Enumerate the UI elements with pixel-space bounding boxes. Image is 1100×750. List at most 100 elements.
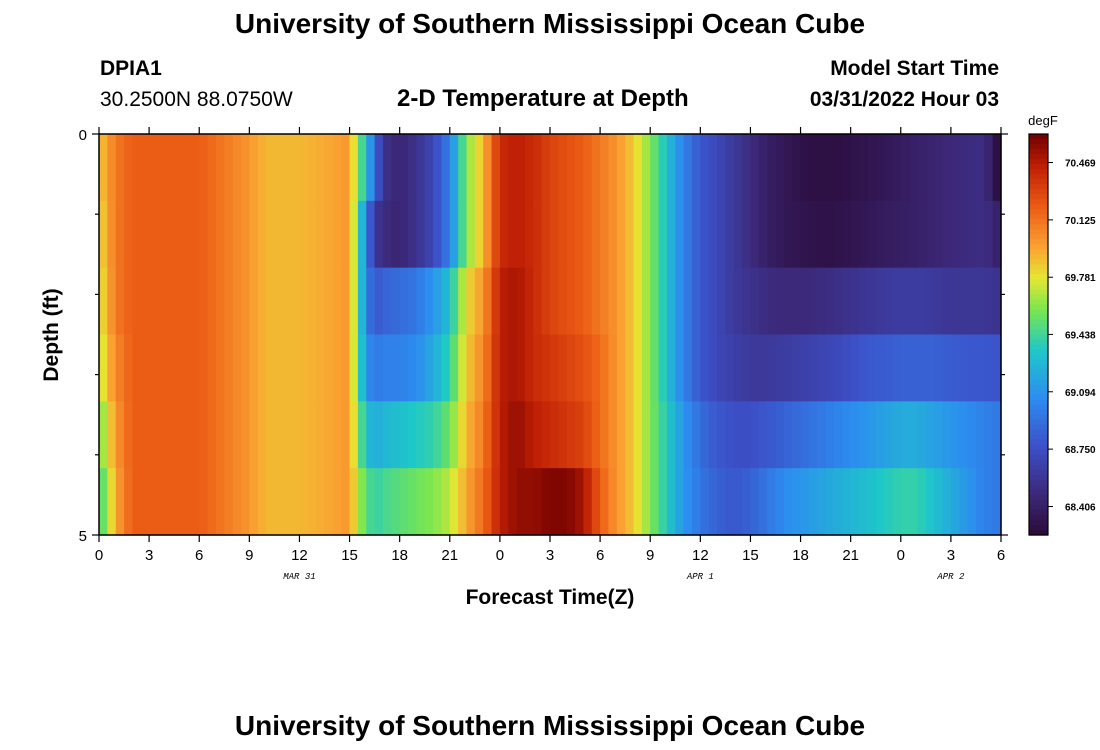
heatmap-cell — [516, 468, 526, 536]
heatmap-cell — [416, 334, 426, 402]
heatmap-cell — [124, 401, 134, 469]
colorbar-segment — [1029, 229, 1048, 235]
heatmap-cell — [708, 401, 718, 469]
heatmap-cell — [767, 334, 777, 402]
footer-title: University of Southern Mississippi Ocean… — [234, 710, 866, 741]
heatmap-cell — [566, 334, 576, 402]
heatmap-cell — [859, 200, 868, 269]
heatmap-cell — [441, 401, 451, 469]
heatmap-cell — [508, 267, 518, 336]
heatmap-cell — [516, 267, 526, 336]
x-tick-label: 15 — [341, 547, 358, 564]
heatmap-cell — [458, 134, 468, 202]
heatmap-cell — [324, 200, 334, 269]
heatmap-cell — [792, 401, 802, 469]
heatmap-cell — [408, 334, 417, 402]
heatmap-cell — [800, 468, 810, 536]
heatmap-cell — [140, 267, 150, 336]
heatmap-cell — [666, 334, 676, 402]
heatmap-cell — [583, 200, 593, 269]
heatmap-cell — [257, 334, 267, 402]
heatmap-cell — [215, 134, 225, 202]
heatmap-cell — [708, 334, 718, 402]
heatmap-cell — [391, 134, 401, 202]
heatmap-cell — [859, 468, 868, 536]
heatmap-cell — [633, 468, 643, 536]
heatmap-cell — [499, 267, 509, 336]
colorbar-segment — [1029, 499, 1048, 506]
heatmap-cell — [149, 468, 159, 536]
heatmap-cell — [115, 334, 125, 402]
station-coords: 30.2500N 88.0750W — [100, 88, 293, 111]
heatmap-cell — [449, 401, 459, 469]
colorbar-segment — [1029, 189, 1048, 195]
heatmap-cell — [792, 334, 802, 402]
heatmap-cell — [341, 267, 351, 336]
heatmap-cell — [324, 401, 334, 469]
heatmap-cell — [324, 267, 334, 336]
heatmap-cell — [675, 401, 685, 469]
heatmap-cell — [616, 200, 626, 269]
heatmap-cell — [441, 334, 451, 402]
heatmap-cell — [483, 334, 493, 402]
heatmap-cell — [700, 267, 710, 336]
heatmap-cell — [950, 401, 960, 469]
x-tick-label: 9 — [245, 547, 253, 564]
heatmap-cell — [733, 334, 743, 402]
heatmap-cell — [207, 134, 217, 202]
heatmap-cell — [783, 134, 793, 202]
heatmap-cell — [583, 134, 593, 202]
heatmap-cell — [666, 468, 676, 536]
heatmap-cell — [750, 200, 760, 269]
heatmap-cell — [800, 134, 810, 202]
heatmap-cell — [666, 134, 676, 202]
heatmap-cell — [424, 134, 434, 202]
heatmap-cell — [833, 267, 843, 336]
heatmap-cell — [808, 401, 818, 469]
colorbar-segment — [1029, 319, 1048, 326]
heatmap-cell — [833, 134, 843, 202]
heatmap-cell — [917, 134, 927, 202]
heatmap-cell — [658, 401, 668, 469]
colorbar-segment — [1029, 139, 1048, 145]
heatmap-cell — [950, 334, 960, 402]
heatmap-cell — [808, 267, 818, 336]
heatmap-cell — [867, 134, 877, 202]
heatmap-cells — [99, 134, 1002, 536]
page-title: University of Southern Mississippi Ocean… — [234, 8, 866, 39]
heatmap-cell — [675, 334, 685, 402]
heatmap-cell — [691, 134, 701, 202]
heatmap-cell — [316, 468, 326, 536]
colorbar-segment — [1029, 194, 1048, 200]
heatmap-cell — [691, 200, 701, 269]
colorbar-segment — [1029, 469, 1048, 476]
heatmap-cell — [984, 468, 994, 536]
heatmap-cell — [917, 334, 927, 402]
model-start-label: Model Start Time — [830, 57, 999, 80]
heatmap-cell — [408, 468, 417, 536]
heatmap-cell — [992, 134, 1002, 202]
heatmap-cell — [909, 267, 919, 336]
heatmap-cell — [349, 401, 359, 469]
heatmap-cell — [466, 468, 476, 536]
colorbar-segment — [1029, 369, 1048, 376]
colorbar-label: 69.438 — [1065, 330, 1096, 341]
heatmap-cell — [892, 468, 902, 536]
heatmap-cell — [800, 401, 810, 469]
heatmap-cell — [867, 267, 877, 336]
heatmap-cell — [558, 334, 568, 402]
x-tick-label: 0 — [897, 547, 905, 564]
heatmap-cell — [399, 401, 409, 469]
heatmap-cell — [550, 134, 559, 202]
heatmap-cell — [591, 468, 601, 536]
colorbar-segment — [1029, 334, 1048, 341]
heatmap-cell — [758, 401, 768, 469]
heatmap-cell — [633, 134, 643, 202]
heatmap-cell — [934, 401, 944, 469]
heatmap-cell — [625, 267, 635, 336]
heatmap-cell — [215, 267, 225, 336]
heatmap-cell — [783, 334, 793, 402]
heatmap-cell — [499, 401, 509, 469]
heatmap-cell — [124, 134, 134, 202]
colorbar-segment — [1029, 389, 1048, 396]
